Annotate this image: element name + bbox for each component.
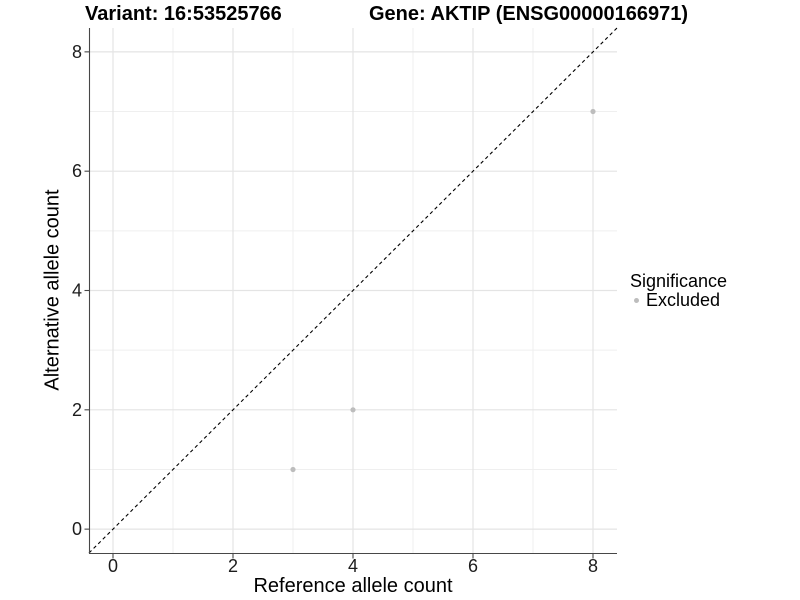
- x-tick-label: 6: [468, 556, 478, 576]
- y-axis-title: Alternative allele count: [41, 189, 64, 391]
- legend-title: Significance: [630, 271, 728, 291]
- data-point: [290, 466, 296, 473]
- x-tick-label: 0: [108, 556, 118, 576]
- data-point: [350, 407, 356, 413]
- plot-title-gene: Gene: AKTIP (ENSG00000166971): [369, 3, 689, 25]
- legend-item-excluded: Excluded: [630, 290, 727, 310]
- legend: Significance Excluded: [630, 271, 728, 310]
- y-tick-label: 8: [72, 42, 82, 62]
- y-tick-label: 4: [72, 281, 82, 301]
- legend-item-label: Excluded: [646, 290, 721, 310]
- y-tick-label: 6: [72, 161, 82, 181]
- data-point: [590, 108, 596, 115]
- x-tick-label: 2: [228, 556, 238, 576]
- legend-point-marker-icon: [634, 298, 639, 303]
- y-tick-label: 2: [72, 400, 82, 420]
- x-tick-label: 4: [348, 556, 358, 576]
- y-tick-label: 0: [72, 519, 82, 539]
- identity-reference-line: [88, 27, 618, 554]
- x-tick-label: 8: [588, 556, 598, 576]
- x-axis-title: Reference allele count: [253, 575, 453, 597]
- plot-title-variant: Variant: 16:53525766: [85, 3, 282, 25]
